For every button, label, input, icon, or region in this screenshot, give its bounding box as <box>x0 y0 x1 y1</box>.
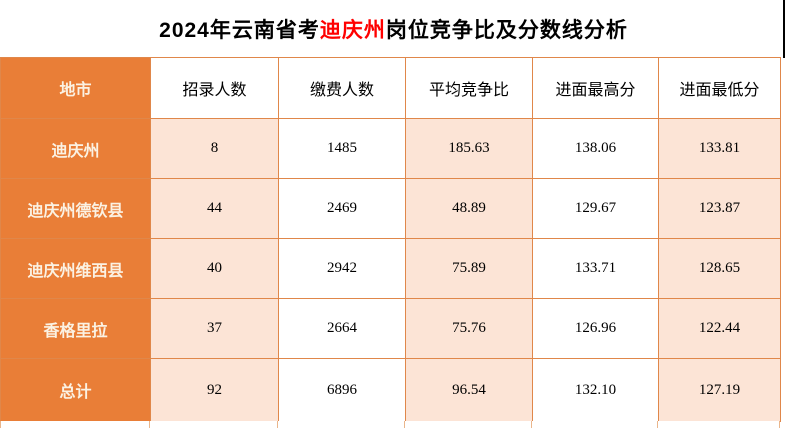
table-cell: 2942 <box>278 238 406 299</box>
table-cell: 2469 <box>278 178 406 239</box>
row-header: 迪庆州 <box>0 118 151 179</box>
analysis-table: 地市 招录人数 缴费人数 平均竞争比 进面最高分 进面最低分 迪庆州 8 148… <box>0 57 781 422</box>
column-header-recruit-count: 招录人数 <box>150 57 279 119</box>
row-header: 香格里拉 <box>0 298 151 359</box>
table-cell: 122.44 <box>658 298 781 359</box>
column-header-min-score: 进面最低分 <box>658 57 781 119</box>
table-cell: 8 <box>150 118 279 179</box>
table-cell: 128.65 <box>658 238 781 299</box>
column-header-paid-count: 缴费人数 <box>278 57 406 119</box>
grid-line <box>657 421 658 428</box>
title-bar: 2024年云南省考迪庆州岗位竞争比及分数线分析 <box>0 0 787 58</box>
grid-line <box>277 421 278 428</box>
table-cell: 133.81 <box>658 118 781 179</box>
column-header-city: 地市 <box>0 57 151 119</box>
grid-line <box>404 421 405 428</box>
page-title: 2024年云南省考迪庆州岗位竞争比及分数线分析 <box>159 14 628 44</box>
table-row: 迪庆州 8 1485 185.63 138.06 133.81 <box>0 118 781 179</box>
table-cell: 75.89 <box>405 238 533 299</box>
table-cell: 92 <box>150 358 279 422</box>
table-cutoff-row <box>0 421 780 428</box>
table-cell: 6896 <box>278 358 406 422</box>
grid-line <box>531 421 532 428</box>
table-cell: 127.19 <box>658 358 781 422</box>
table-cell: 132.10 <box>532 358 659 422</box>
column-header-max-score: 进面最高分 <box>532 57 659 119</box>
table-cell: 185.63 <box>405 118 533 179</box>
table-cell: 138.06 <box>532 118 659 179</box>
row-header: 迪庆州维西县 <box>0 238 151 299</box>
table-header-row: 地市 招录人数 缴费人数 平均竞争比 进面最高分 进面最低分 <box>0 57 781 119</box>
grid-line <box>779 421 780 428</box>
table-total-row: 总计 92 6896 96.54 132.10 127.19 <box>0 358 781 422</box>
table-cell: 1485 <box>278 118 406 179</box>
table-cell: 2664 <box>278 298 406 359</box>
table-row: 迪庆州德钦县 44 2469 48.89 129.67 123.87 <box>0 178 781 239</box>
table-cell: 48.89 <box>405 178 533 239</box>
table-row: 迪庆州维西县 40 2942 75.89 133.71 128.65 <box>0 238 781 299</box>
table-cell: 44 <box>150 178 279 239</box>
grid-line <box>149 421 150 428</box>
grid-line <box>0 421 1 428</box>
row-header: 迪庆州德钦县 <box>0 178 151 239</box>
title-highlight: 迪庆州 <box>319 18 386 42</box>
table-cell: 75.76 <box>405 298 533 359</box>
table-cell: 96.54 <box>405 358 533 422</box>
row-header-total: 总计 <box>0 358 151 422</box>
table-cell: 129.67 <box>532 178 659 239</box>
title-suffix: 岗位竞争比及分数线分析 <box>385 18 628 42</box>
title-right-border-line <box>783 0 785 58</box>
title-prefix: 2024年云南省考 <box>159 18 320 42</box>
table-cell: 37 <box>150 298 279 359</box>
table-row: 香格里拉 37 2664 75.76 126.96 122.44 <box>0 298 781 359</box>
table-cell: 40 <box>150 238 279 299</box>
table-cell: 123.87 <box>658 178 781 239</box>
table-cell: 126.96 <box>532 298 659 359</box>
column-header-avg-ratio: 平均竞争比 <box>405 57 533 119</box>
table-cell: 133.71 <box>532 238 659 299</box>
